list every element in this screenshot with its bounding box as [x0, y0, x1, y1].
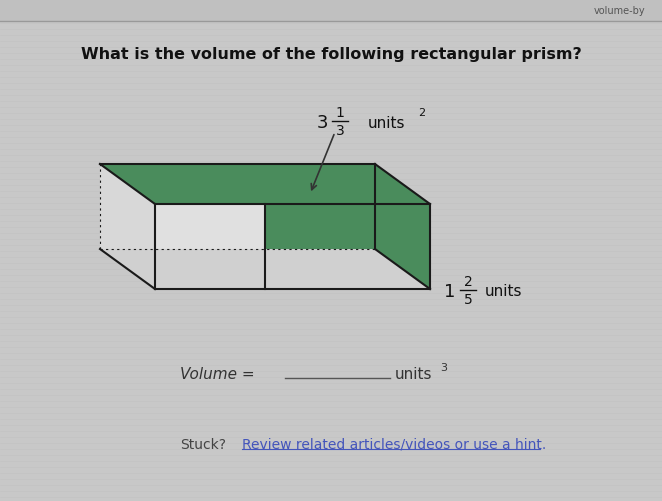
Text: 1: 1 — [444, 283, 455, 301]
Text: volume-by: volume-by — [593, 6, 645, 16]
Text: units: units — [368, 115, 406, 130]
Text: 3: 3 — [316, 114, 328, 132]
Text: 3: 3 — [440, 362, 447, 372]
Polygon shape — [155, 204, 265, 290]
Text: units: units — [485, 284, 522, 299]
Polygon shape — [100, 165, 155, 290]
Text: units: units — [395, 367, 432, 382]
Polygon shape — [100, 249, 430, 290]
Text: Review related articles/videos or use a hint.: Review related articles/videos or use a … — [242, 437, 546, 451]
Text: Stuck?: Stuck? — [180, 437, 226, 451]
Text: Volume =: Volume = — [180, 367, 255, 382]
Bar — [0, 0, 662, 22]
Text: 3: 3 — [336, 124, 344, 138]
Text: 5: 5 — [463, 293, 473, 307]
Text: What is the volume of the following rectangular prism?: What is the volume of the following rect… — [81, 48, 581, 63]
Text: 1: 1 — [336, 106, 344, 120]
Text: 2: 2 — [418, 108, 425, 118]
Text: 2: 2 — [463, 275, 473, 289]
Polygon shape — [100, 165, 430, 204]
Polygon shape — [265, 204, 430, 290]
